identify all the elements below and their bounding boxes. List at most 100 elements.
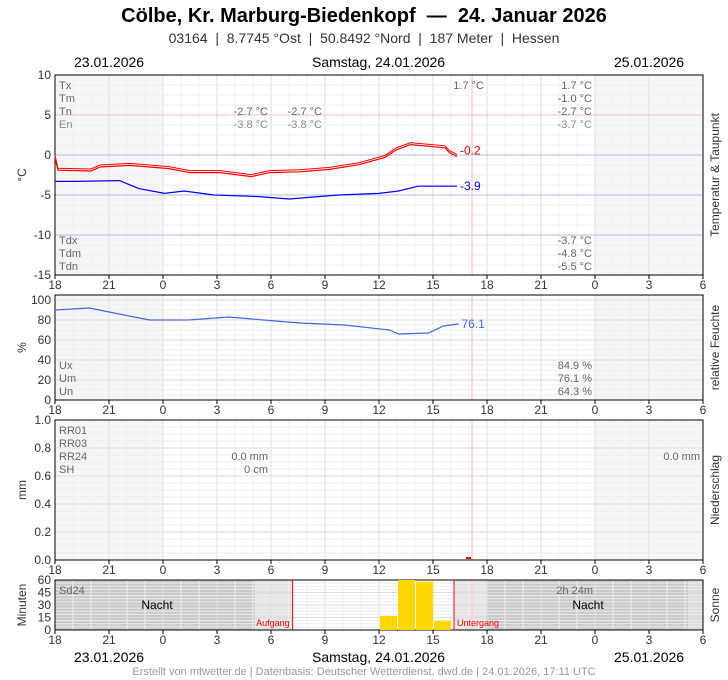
stat-value: -2.7 °C xyxy=(288,106,322,118)
x-tick-label: 15 xyxy=(426,403,440,417)
sunrise-label: Aufgang xyxy=(256,618,290,628)
x-tick-label: 0 xyxy=(160,278,167,292)
x-tick-label: 18 xyxy=(48,278,62,292)
x-tick-label: 18 xyxy=(48,633,62,647)
y-axis-label: % xyxy=(15,342,29,353)
y-tick-label: 20 xyxy=(38,373,52,387)
date-left-top: 23.01.2026 xyxy=(74,54,145,70)
x-tick-label: 6 xyxy=(268,278,275,292)
x-tick-label: 0 xyxy=(160,403,167,417)
precip-marker xyxy=(466,557,471,559)
x-tick-label: 0 xyxy=(160,563,167,577)
series-line-T xyxy=(54,143,458,178)
stat-label: Ux xyxy=(59,360,73,372)
x-tick-label: 6 xyxy=(268,403,275,417)
y-tick-label: 0.6 xyxy=(34,469,51,483)
x-tick-label: 21 xyxy=(534,278,548,292)
page-title: Cölbe, Kr. Marburg-Biedenkopf — 24. Janu… xyxy=(121,5,607,27)
side-label: Sonne xyxy=(708,587,722,622)
stat-value: -3.7 °C xyxy=(558,119,592,131)
stat-value: 64.3 % xyxy=(558,386,592,398)
y-tick-label: 100 xyxy=(31,293,51,307)
x-tick-label: 15 xyxy=(426,278,440,292)
stat-value: 84.9 % xyxy=(558,360,592,372)
y-tick-label: 0.0 xyxy=(34,553,51,567)
y-axis-label: mm xyxy=(15,480,29,500)
x-tick-label: 0 xyxy=(592,633,599,647)
stat-label: RR01 xyxy=(59,425,87,437)
stat-label: Tdx xyxy=(59,235,78,247)
y-tick-label: 5 xyxy=(44,108,51,122)
stat-value: -4.8 °C xyxy=(558,248,592,260)
x-tick-label: 18 xyxy=(48,563,62,577)
x-tick-label: 21 xyxy=(534,633,548,647)
x-tick-label: 6 xyxy=(268,563,275,577)
last-value-label-RH: 76.1 xyxy=(462,317,486,331)
y-tick-label: -10 xyxy=(34,228,52,242)
station-info: 03164 | 8.7745 °Ost | 50.8492 °Nord | 18… xyxy=(168,30,560,46)
stat-label: Tm xyxy=(59,93,75,105)
last-value-label-Td: -3.9 xyxy=(460,179,481,193)
x-tick-label: 9 xyxy=(322,403,329,417)
x-tick-label: 9 xyxy=(322,563,329,577)
side-label: Niederschlag xyxy=(708,455,722,525)
x-tick-label: 3 xyxy=(646,563,653,577)
x-tick-label: 9 xyxy=(322,278,329,292)
stat-label: SH xyxy=(59,464,74,476)
y-tick-label: 60 xyxy=(38,573,52,587)
series-line-Tmax xyxy=(54,142,458,176)
sd24-label: Sd24 xyxy=(59,585,85,597)
stat-value: 1.7 °C xyxy=(561,80,592,92)
y-tick-label: 80 xyxy=(38,313,52,327)
stat-value: -1.0 °C xyxy=(558,93,592,105)
series-line-Td xyxy=(55,179,457,200)
sunshine-bar xyxy=(398,580,415,630)
stat-label: Tx xyxy=(59,80,72,92)
x-tick-label: 6 xyxy=(700,403,707,417)
y-tick-label: 30 xyxy=(38,598,52,612)
stat-value: -2.7 °C xyxy=(558,106,592,118)
y-tick-label: 0 xyxy=(44,623,51,637)
x-tick-label: 0 xyxy=(592,278,599,292)
series-line-RH xyxy=(54,307,459,335)
stat-label: Tdm xyxy=(59,248,81,260)
x-tick-label: 6 xyxy=(268,633,275,647)
x-tick-label: 12 xyxy=(372,633,386,647)
y-tick-label: 10 xyxy=(38,68,52,82)
x-tick-label: 18 xyxy=(480,403,494,417)
stat-value: 0.0 mm xyxy=(231,451,268,463)
y-axis-label: °C xyxy=(15,168,29,182)
date-right-bottom: 25.01.2026 xyxy=(614,649,685,665)
stat-label: Tn xyxy=(59,106,72,118)
x-tick-label: 0 xyxy=(592,563,599,577)
x-tick-label: 18 xyxy=(480,278,494,292)
x-tick-label: 3 xyxy=(214,403,221,417)
y-tick-label: -5 xyxy=(40,188,51,202)
x-tick-label: 15 xyxy=(426,563,440,577)
y-tick-label: 60 xyxy=(38,333,52,347)
y-tick-label: 0.4 xyxy=(34,497,51,511)
x-tick-label: 12 xyxy=(372,563,386,577)
date-right-top: 25.01.2026 xyxy=(614,54,685,70)
x-tick-label: 18 xyxy=(48,403,62,417)
stat-label: Tdn xyxy=(59,261,78,273)
x-tick-label: 6 xyxy=(700,278,707,292)
x-tick-label: 18 xyxy=(480,563,494,577)
x-tick-label: 0 xyxy=(592,403,599,417)
x-tick-label: 21 xyxy=(102,633,116,647)
date-center-top: Samstag, 24.01.2026 xyxy=(312,54,446,70)
stat-value: 0.0 mm xyxy=(663,451,700,463)
x-tick-label: 9 xyxy=(322,633,329,647)
sunshine-bar xyxy=(380,615,397,630)
y-tick-label: 45 xyxy=(38,586,52,600)
y-tick-label: 0 xyxy=(44,393,51,407)
stat-value: -5.5 °C xyxy=(558,261,592,273)
x-tick-label: 21 xyxy=(102,563,116,577)
x-tick-label: 3 xyxy=(646,633,653,647)
x-tick-label: 21 xyxy=(102,278,116,292)
y-tick-label: 0.2 xyxy=(34,525,51,539)
x-tick-label: 0 xyxy=(160,633,167,647)
x-tick-label: 21 xyxy=(534,563,548,577)
stat-label: RR03 xyxy=(59,438,87,450)
